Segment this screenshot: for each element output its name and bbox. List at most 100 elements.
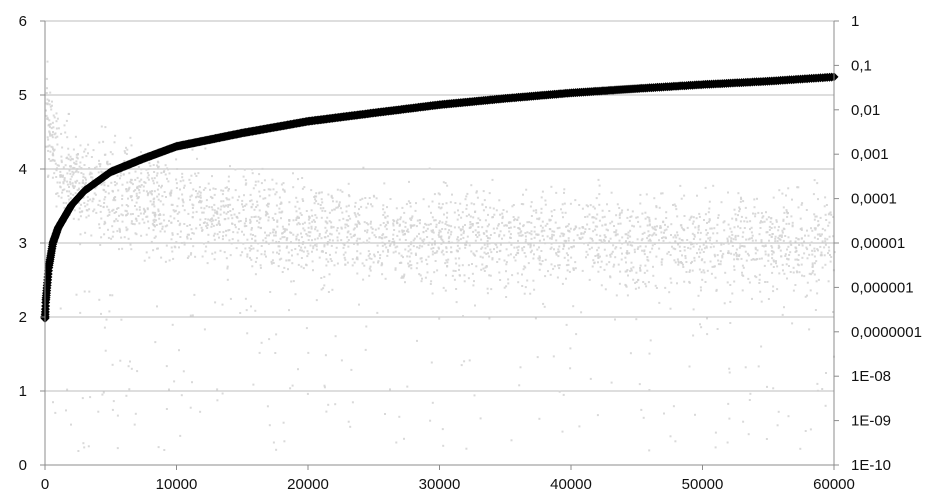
- gray-point: [448, 240, 451, 243]
- gray-point: [524, 241, 527, 243]
- gray-point: [544, 275, 547, 278]
- gray-point: [611, 220, 614, 223]
- gray-point: [188, 233, 190, 236]
- gray-point: [292, 186, 295, 189]
- gray-point: [179, 222, 182, 225]
- gray-point: [405, 230, 408, 233]
- gray-point: [234, 168, 237, 171]
- gray-point: [255, 257, 258, 260]
- gray-point: [167, 168, 169, 171]
- gray-point: [275, 240, 278, 243]
- gray-point: [446, 184, 449, 187]
- gray-point: [678, 237, 681, 240]
- gray-point: [708, 207, 711, 210]
- gray-point: [533, 288, 536, 291]
- gray-point: [370, 257, 373, 260]
- gray-point: [811, 271, 814, 274]
- gray-point: [507, 254, 510, 257]
- gray-point: [90, 176, 93, 179]
- gray-point: [83, 150, 86, 153]
- gray-point: [530, 230, 533, 233]
- gray-point: [133, 423, 136, 426]
- gray-point: [445, 251, 448, 253]
- gray-point: [382, 233, 385, 236]
- gray-point: [523, 252, 526, 254]
- gray-point: [308, 235, 311, 238]
- gray-point: [574, 261, 577, 264]
- gray-point: [222, 231, 225, 234]
- gray-point: [604, 223, 607, 226]
- gray-point: [189, 314, 192, 317]
- gray-point: [471, 223, 474, 226]
- gray-point: [655, 206, 658, 209]
- gray-point: [262, 197, 265, 200]
- gray-point: [573, 228, 575, 231]
- gray-point: [209, 195, 212, 198]
- gray-point: [178, 224, 181, 227]
- gray-point: [274, 352, 277, 354]
- gray-point: [766, 385, 768, 388]
- gray-point: [464, 224, 466, 226]
- gray-point: [493, 232, 496, 234]
- gray-point: [305, 233, 308, 235]
- gray-point: [754, 252, 757, 255]
- gray-point: [426, 263, 429, 266]
- gray-point: [278, 258, 281, 261]
- gray-point: [728, 367, 731, 370]
- gray-point: [328, 238, 331, 241]
- gray-point: [609, 275, 612, 278]
- gray-point: [464, 243, 467, 246]
- gray-point: [102, 391, 105, 394]
- gray-point: [321, 201, 324, 204]
- gray-point: [591, 239, 594, 242]
- gray-point: [792, 289, 795, 292]
- gray-point: [336, 239, 339, 242]
- gray-point: [444, 182, 447, 184]
- gray-point: [90, 172, 93, 175]
- gray-point: [395, 220, 398, 223]
- gray-point: [301, 198, 304, 201]
- gray-point: [438, 247, 440, 250]
- gray-point: [216, 212, 219, 215]
- gray-point: [708, 218, 711, 221]
- gray-point: [122, 173, 125, 176]
- gray-point: [84, 205, 87, 208]
- gray-point: [157, 161, 160, 164]
- gray-point: [766, 231, 769, 234]
- x-tick-label: 30000: [419, 476, 461, 493]
- gray-point: [220, 205, 223, 208]
- gray-point: [455, 288, 458, 290]
- gray-point: [386, 220, 389, 223]
- gray-point: [301, 177, 304, 179]
- gray-point: [649, 238, 651, 241]
- gray-point: [354, 205, 356, 208]
- gray-point: [325, 264, 328, 267]
- gray-point: [160, 222, 163, 225]
- gray-point: [626, 269, 629, 271]
- gray-point: [213, 238, 216, 241]
- gray-point: [283, 189, 286, 192]
- gray-point: [825, 204, 828, 206]
- gray-point: [550, 242, 553, 245]
- gray-point: [425, 229, 428, 232]
- gray-point: [356, 250, 359, 253]
- gray-point: [153, 214, 156, 217]
- gray-point: [201, 255, 204, 258]
- gray-point: [407, 250, 410, 253]
- gray-point: [702, 243, 705, 246]
- gray-point: [214, 301, 217, 304]
- gray-point: [536, 356, 539, 359]
- gray-point: [598, 239, 601, 242]
- gray-point: [533, 253, 535, 256]
- gray-point: [760, 239, 763, 242]
- gray-point: [259, 217, 262, 220]
- gray-point: [162, 213, 165, 216]
- gray-point: [758, 278, 761, 281]
- gray-point: [825, 372, 827, 374]
- gray-point: [186, 235, 189, 238]
- gray-point: [70, 157, 73, 160]
- gray-point: [757, 365, 760, 368]
- gray-point: [113, 198, 116, 200]
- gray-point: [170, 189, 173, 192]
- gray-point: [712, 245, 715, 248]
